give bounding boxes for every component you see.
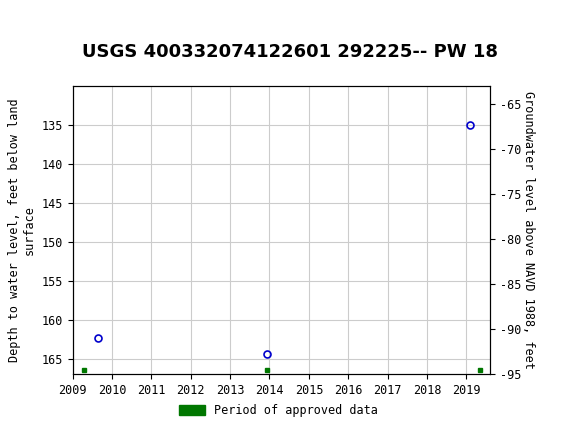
Y-axis label: Depth to water level, feet below land
surface: Depth to water level, feet below land su… — [8, 98, 36, 362]
Text: USGS 400332074122601 292225-- PW 18: USGS 400332074122601 292225-- PW 18 — [82, 43, 498, 61]
Legend: Period of approved data: Period of approved data — [174, 399, 383, 422]
Y-axis label: Groundwater level above NAVD 1988, feet: Groundwater level above NAVD 1988, feet — [522, 91, 535, 369]
Text: ≡USGS: ≡USGS — [9, 12, 79, 29]
